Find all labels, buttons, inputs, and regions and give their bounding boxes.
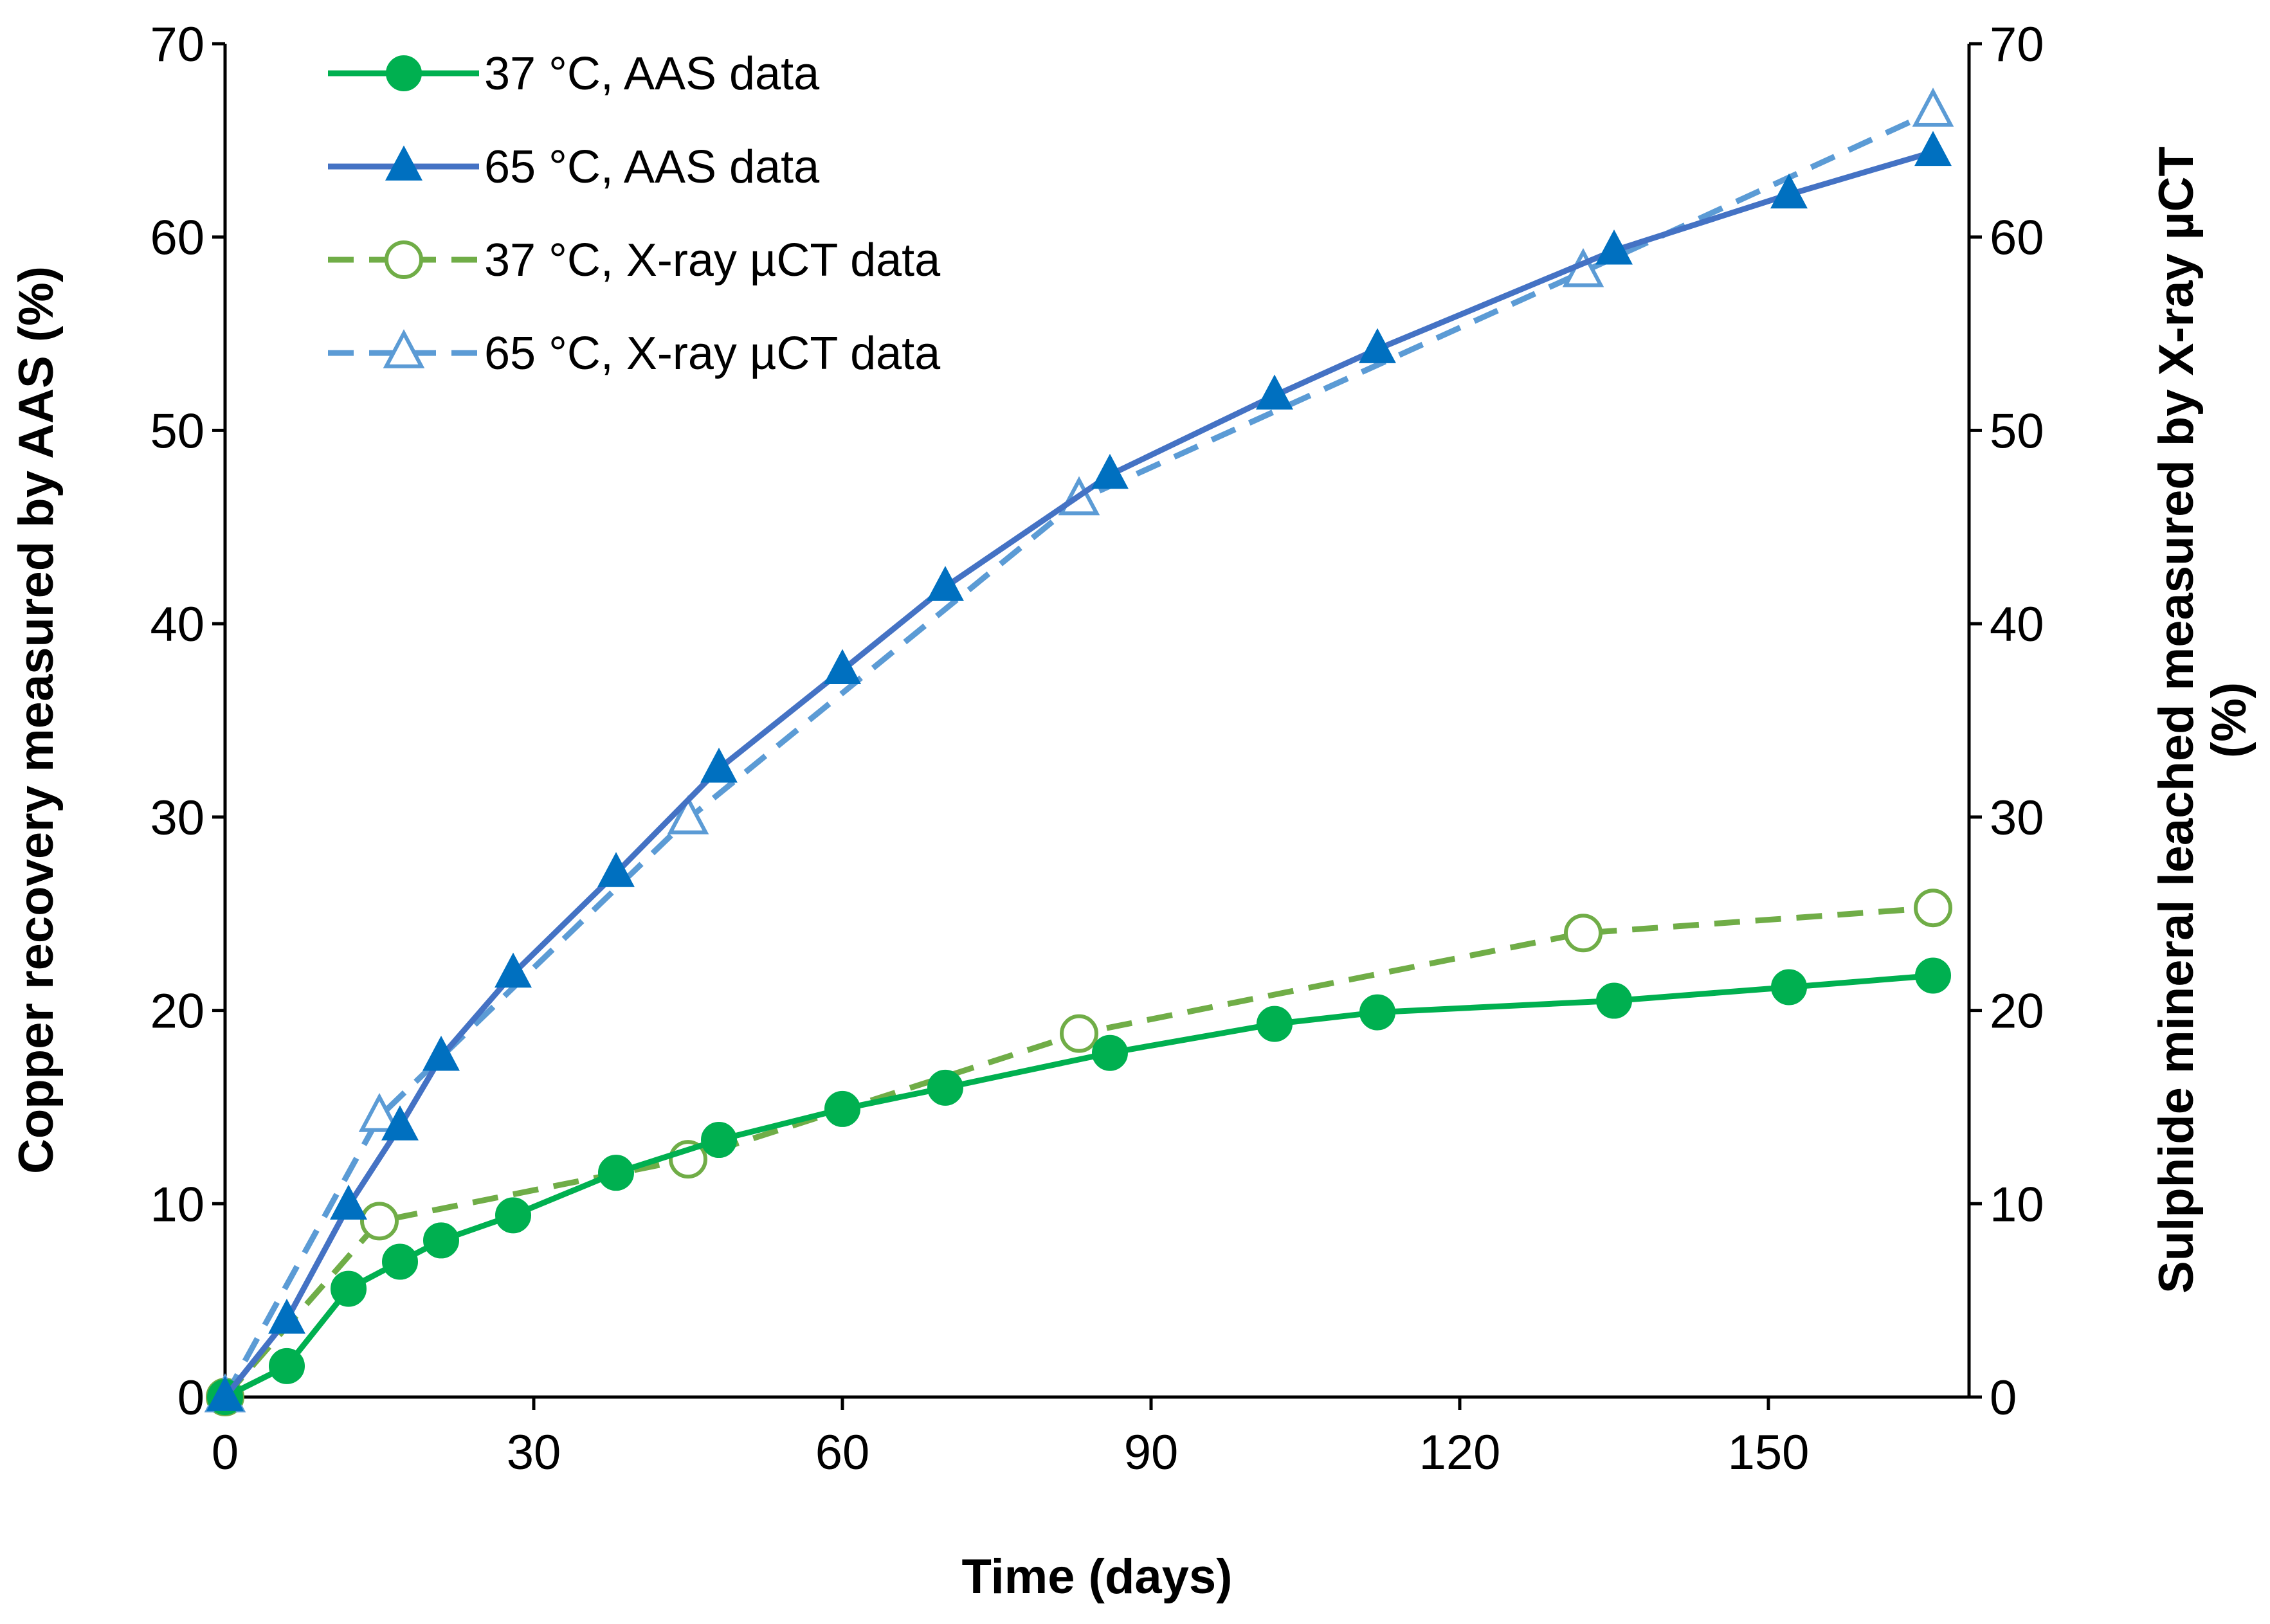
data-point (1091, 453, 1129, 489)
data-point (495, 1197, 531, 1234)
legend-entry: 37 °C, AAS data (328, 48, 820, 100)
data-point (824, 649, 861, 685)
right-y-tick-label: 70 (1990, 17, 2044, 72)
series-layer (204, 87, 1954, 1416)
data-point (1359, 994, 1395, 1031)
data-point (824, 1090, 860, 1127)
legend-entry: 37 °C, X-ray µCT data (328, 235, 941, 286)
right-y-tick-label: 30 (1990, 791, 2044, 845)
data-point (1257, 1006, 1293, 1042)
left-y-tick-label: 20 (150, 984, 204, 1039)
left-y-tick-label: 60 (150, 211, 204, 266)
data-point (382, 1243, 418, 1280)
data-point (667, 795, 709, 835)
right-y-axis-title-line1: Sulphide mineral leached measured by X-r… (2149, 147, 2204, 1294)
left-y-tick-label: 40 (150, 597, 204, 652)
series-line (222, 905, 1934, 1399)
data-point (598, 1155, 634, 1191)
x-tick-label: 30 (507, 1425, 561, 1480)
x-tick-label: 90 (1124, 1425, 1179, 1480)
left-y-tick-label: 50 (150, 404, 204, 458)
data-point (1915, 957, 1951, 994)
x-tick-label: 60 (815, 1425, 870, 1480)
data-point (330, 1184, 367, 1220)
data-point (1770, 173, 1808, 209)
legend-marker (385, 145, 422, 181)
x-tick-label: 0 (212, 1425, 239, 1480)
data-point (495, 952, 532, 988)
series-37-c-x-ray-ct-data (206, 889, 1952, 1416)
right-y-tick-label: 10 (1990, 1177, 2044, 1232)
data-point (358, 1092, 401, 1132)
right-y-tick-label: 0 (1990, 1371, 2017, 1425)
data-point (927, 566, 964, 601)
x-axis-title: Time (days) (962, 1549, 1233, 1604)
data-point (206, 1376, 244, 1411)
legend-label: 37 °C, AAS data (484, 48, 820, 100)
data-point (331, 1270, 367, 1307)
left-y-tick-label: 10 (150, 1177, 204, 1232)
left-y-tick-label: 30 (150, 791, 204, 845)
data-point (700, 747, 738, 783)
legend: 37 °C, AAS data 65 °C, AAS data 37 °C, X-r… (328, 48, 941, 379)
x-tick-label: 150 (1728, 1425, 1810, 1480)
series-line (222, 149, 1934, 1399)
data-point (1771, 969, 1807, 1006)
legend-marker (383, 329, 425, 368)
data-point (1359, 328, 1396, 363)
series-65-c-aas-data (206, 131, 1952, 1411)
series-37-c-aas-data (207, 957, 1951, 1415)
data-point (269, 1348, 305, 1384)
data-point (1912, 87, 1954, 127)
data-point (597, 852, 635, 887)
legend-marker (385, 240, 423, 279)
right-y-axis-title-line2: (%) (2202, 682, 2256, 758)
series-line (223, 972, 1934, 1400)
right-y-tick-label: 40 (1990, 597, 2044, 652)
legend-label: 65 °C, X-ray µCT data (484, 328, 941, 379)
legend-marker (386, 55, 422, 91)
legend-label: 65 °C, AAS data (484, 141, 820, 193)
data-point (1564, 914, 1603, 953)
series-65-c-x-ray-ct-data (204, 87, 1954, 1412)
data-point (701, 1122, 737, 1159)
x-tick-label: 120 (1419, 1425, 1501, 1480)
data-point (927, 1069, 963, 1106)
series-line (222, 109, 1934, 1399)
data-point (422, 1035, 460, 1071)
data-point (1256, 374, 1293, 410)
legend-label: 37 °C, X-ray µCT data (484, 235, 941, 286)
left-y-tick-label: 0 (177, 1371, 204, 1425)
data-point (1092, 1034, 1128, 1071)
data-point (423, 1222, 459, 1259)
data-point (381, 1105, 419, 1141)
right-y-tick-label: 20 (1990, 984, 2044, 1039)
right-y-tick-label: 60 (1990, 211, 2044, 266)
data-point (1914, 131, 1952, 167)
left-y-axis-title: Copper recovery measured by AAS (%) (9, 266, 64, 1174)
right-y-tick-label: 50 (1990, 404, 2044, 458)
data-point (268, 1298, 305, 1334)
data-point (1596, 982, 1632, 1019)
legend-entry: 65 °C, X-ray µCT data (328, 328, 941, 379)
data-point (1060, 1014, 1098, 1053)
data-point (1914, 889, 1952, 928)
legend-entry: 65 °C, AAS data (328, 141, 820, 193)
data-point (1595, 230, 1633, 265)
data-point (360, 1202, 399, 1241)
left-y-tick-label: 70 (150, 17, 204, 72)
